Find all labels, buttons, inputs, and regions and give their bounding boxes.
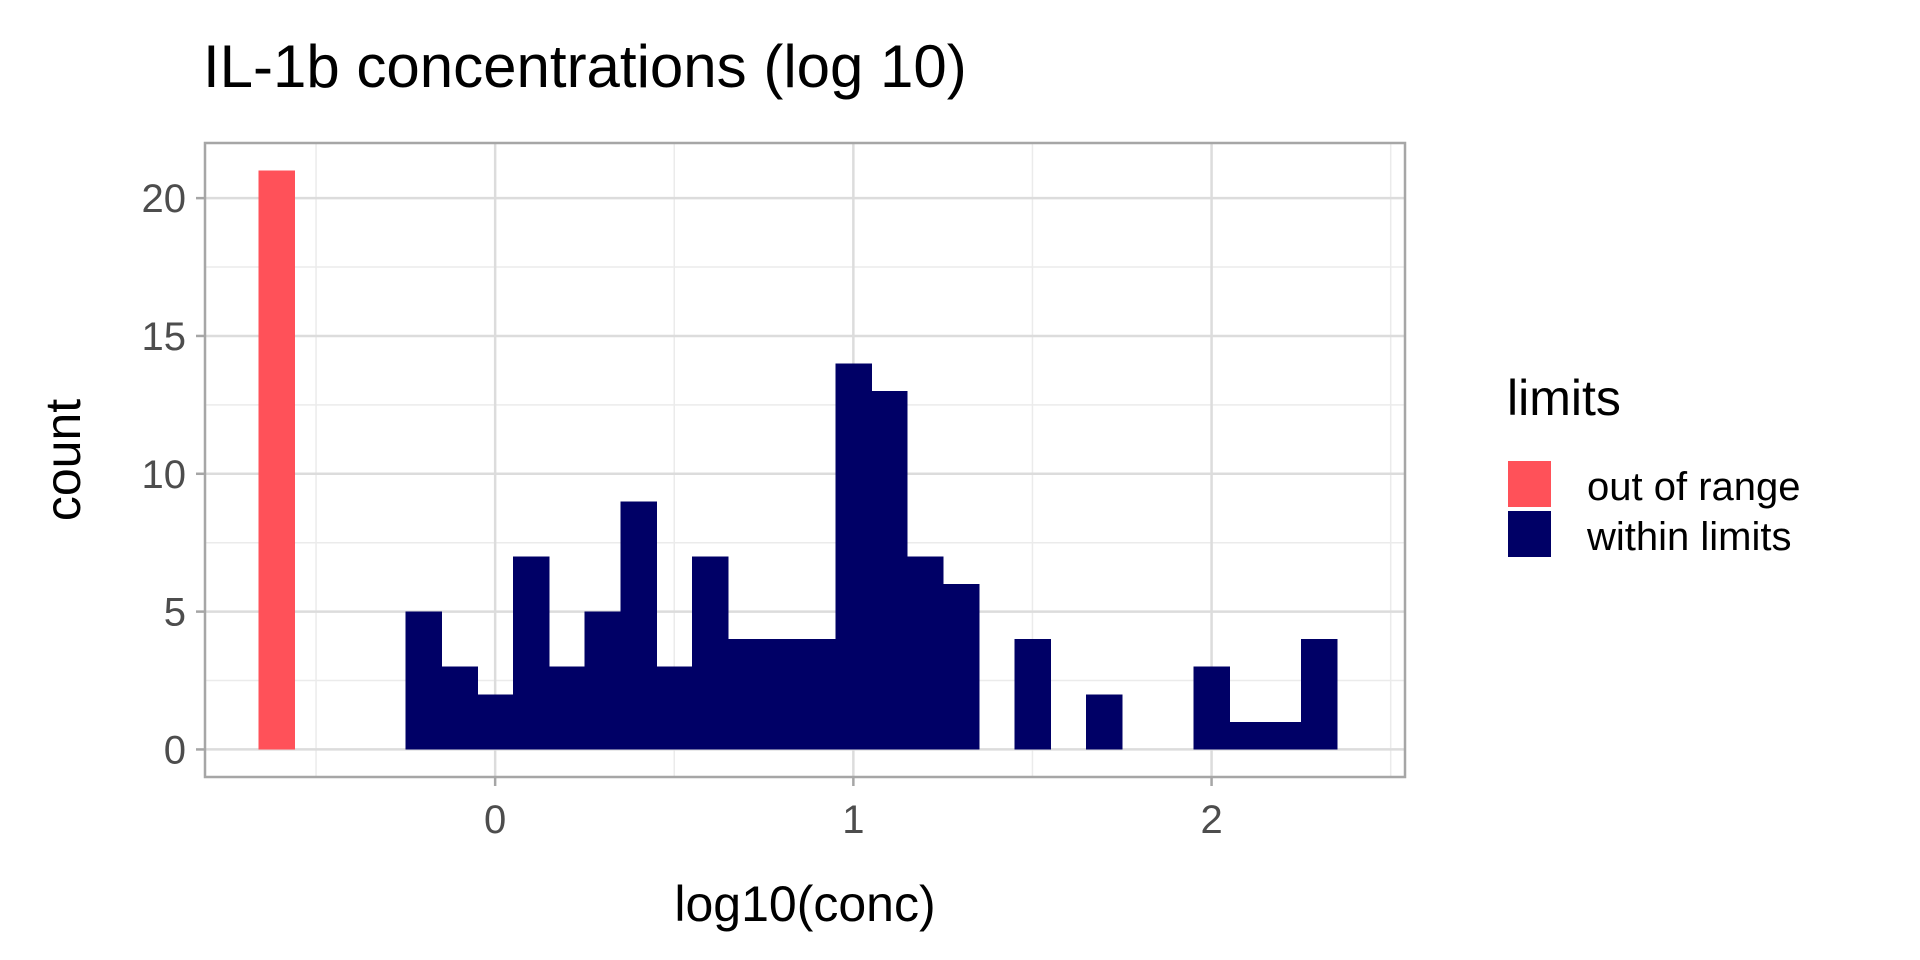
legend-swatch xyxy=(1508,511,1551,557)
plot-panel xyxy=(203,141,1407,779)
histogram-bar xyxy=(656,666,693,750)
x-axis-tick-label: 0 xyxy=(484,798,506,842)
histogram-bar xyxy=(548,666,586,750)
legend-swatch xyxy=(1508,461,1551,507)
histogram-bar xyxy=(477,694,514,750)
x-axis-tick-label: 2 xyxy=(1200,798,1222,842)
histogram-bar xyxy=(1301,639,1338,750)
histogram-bar xyxy=(405,611,443,750)
x-axis: 0 1 2 xyxy=(484,777,1223,842)
panel-border xyxy=(203,141,1407,779)
histogram-bar xyxy=(513,556,550,750)
histogram-bar xyxy=(441,666,478,750)
histogram-bar xyxy=(907,556,944,750)
legend-entries: out of range within limits xyxy=(1508,461,1801,559)
histogram-bar xyxy=(763,639,801,750)
x-axis-tick-label: 1 xyxy=(842,798,864,842)
legend-label: within limits xyxy=(1586,515,1791,559)
histogram-bar xyxy=(1193,666,1231,750)
y-axis-tick-label: 10 xyxy=(142,453,187,497)
histogram-bar xyxy=(692,556,729,750)
histogram-bar xyxy=(871,391,908,750)
y-axis-title: count xyxy=(35,399,91,521)
y-axis-tick-label: 0 xyxy=(164,728,186,772)
y-axis-tick-label: 5 xyxy=(164,591,186,635)
legend: limits out of range within limits xyxy=(1507,370,1801,559)
histogram-bar xyxy=(584,611,622,750)
histogram-bar xyxy=(1086,694,1123,750)
histogram-bar xyxy=(835,363,872,750)
histogram-bar xyxy=(1265,721,1302,750)
histogram-bar xyxy=(799,639,837,750)
histogram-bars xyxy=(258,170,1338,750)
legend-title: limits xyxy=(1507,370,1621,426)
y-axis: 0 5 10 15 20 xyxy=(142,177,205,772)
histogram-bar xyxy=(620,501,657,750)
histogram-bar xyxy=(942,584,980,750)
histogram-bar xyxy=(1229,721,1266,750)
chart-title: IL-1b concentrations (log 10) xyxy=(203,33,967,100)
y-axis-tick-label: 15 xyxy=(142,315,187,359)
histogram-bar xyxy=(258,170,296,750)
histogram-bar xyxy=(727,639,765,750)
histogram-bar xyxy=(1014,639,1051,750)
legend-label: out of range xyxy=(1587,465,1801,509)
y-axis-tick-label: 20 xyxy=(142,177,187,221)
x-axis-title: log10(conc) xyxy=(674,876,935,932)
